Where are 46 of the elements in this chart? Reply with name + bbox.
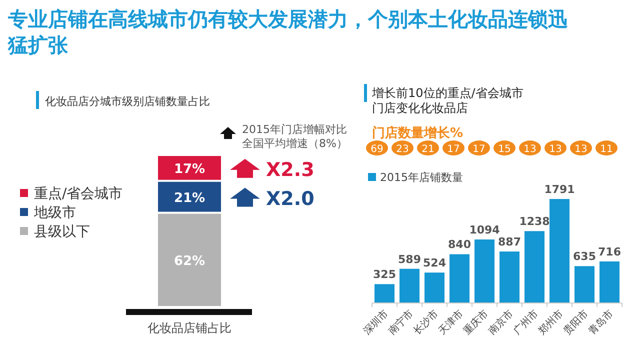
- text: X2.0: [266, 188, 314, 210]
- x-tick-label: 青岛市: [586, 308, 616, 338]
- text: X2.3: [266, 158, 314, 181]
- data-label: 21%: [174, 190, 206, 206]
- data-label: 887: [498, 235, 521, 248]
- bar: [374, 284, 394, 303]
- bar: [474, 239, 494, 303]
- bar: [600, 261, 620, 303]
- text: 专业店铺在高线城市仍有较大发展潜力，个别本土化妆品连锁迅猛扩张: [7, 7, 569, 57]
- text: 17: [447, 144, 460, 155]
- data-label: 716: [598, 245, 622, 258]
- data-label: 1094: [469, 223, 500, 236]
- data-label: 1238: [519, 215, 550, 228]
- text: 17: [472, 144, 486, 155]
- bar: [450, 254, 470, 303]
- text: 门店数量增长%: [372, 125, 464, 141]
- data-label: 62%: [174, 254, 206, 269]
- data-label: 1791: [544, 183, 575, 196]
- data-label: 635: [573, 250, 596, 264]
- bar: [400, 268, 420, 303]
- legend-label: 地级市: [33, 205, 76, 221]
- data-label: 325: [373, 268, 396, 282]
- text: 13: [524, 144, 536, 155]
- chart-title: 增长前10位的重点/省会城市门店变化化妆品店: [371, 86, 524, 115]
- text: 15: [498, 144, 511, 155]
- x-tick-label: 化妆品店铺占比: [148, 321, 232, 335]
- text: 13: [549, 144, 562, 155]
- legend-label: 县级以下: [34, 224, 90, 240]
- data-label: 840: [448, 238, 472, 252]
- text: 13: [574, 144, 588, 155]
- legend-label: 重点/省会城市: [34, 186, 123, 202]
- bar: [574, 266, 594, 303]
- chart-subtitle: 化妆品店分城市级别店铺数量占比: [45, 95, 210, 108]
- text: 2015年门店增幅对比全国平均增速（8%）: [242, 123, 348, 150]
- legend-label: 2015年店铺数量: [380, 171, 463, 184]
- data-label: 524: [423, 256, 446, 270]
- bar: [550, 199, 570, 303]
- text: 23: [396, 144, 409, 155]
- text: 21: [422, 144, 434, 155]
- data-label: 17%: [174, 162, 206, 177]
- text: 69: [370, 144, 384, 155]
- bar: [500, 251, 520, 303]
- data-label: 589: [398, 252, 421, 266]
- bar: [524, 231, 544, 303]
- bar: [424, 272, 444, 303]
- text: 11: [600, 144, 613, 155]
